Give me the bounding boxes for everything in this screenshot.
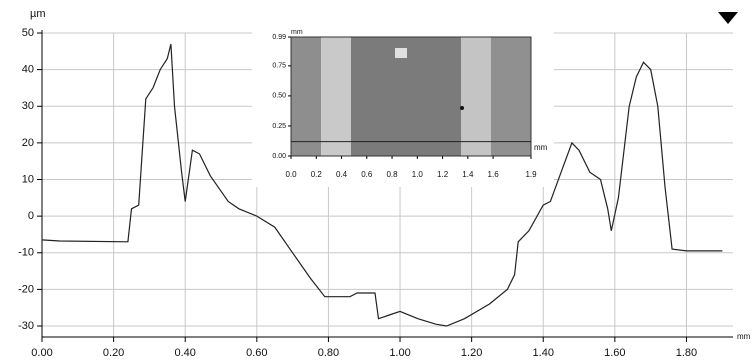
inset-x-tick-label: 0.2: [311, 170, 323, 179]
inset-stripe: [461, 37, 491, 156]
inset-x-tick-label: 1.9: [525, 170, 537, 179]
inset-stripe: [321, 37, 351, 156]
x-tick-label: 0.00: [31, 347, 52, 359]
inset-x-tick-label: 0.8: [386, 170, 398, 179]
inset-y-tick-label: 0.50: [272, 93, 286, 100]
inset-stripe: [291, 37, 321, 156]
inset-y-tick-label: 0.00: [272, 153, 286, 160]
chart: µm mm 50 40 30 20 10 0 -10 -20 -30 0.00 0.20 0.40 0.…: [0, 0, 753, 364]
inset-x-unit: mm: [534, 143, 548, 152]
x-tick-label: 1.40: [533, 347, 554, 359]
inset-x-tick-label: 0.0: [285, 170, 297, 179]
inset-y-tick-label: 0.25: [272, 123, 286, 130]
inset-spot: [395, 48, 407, 58]
y-tick-label: 50: [22, 27, 34, 39]
x-tick-label: 1.20: [461, 347, 482, 359]
y-tick-label: 40: [22, 64, 34, 76]
y-tick-label: 20: [22, 137, 34, 149]
inset-spot: [460, 106, 464, 110]
x-unit: mm: [737, 332, 751, 341]
inset-y-tick-label: 0.75: [272, 63, 286, 70]
x-tick-label: 0.20: [103, 347, 124, 359]
inset-stripe: [491, 37, 531, 156]
y-tick-label: -10: [18, 247, 34, 259]
inset-x-tick-label: 1.6: [488, 170, 500, 179]
inset-y-unit: mm: [291, 29, 303, 36]
x-tick-label: 1.80: [676, 347, 697, 359]
y-tick-label: 0: [28, 210, 34, 222]
y-unit: µm: [30, 8, 46, 20]
inset-y-tick-label: 0.99: [272, 34, 286, 41]
y-tick-label: -20: [18, 283, 34, 295]
x-tick-label: 1.00: [389, 347, 410, 359]
x-tick-label: 1.60: [604, 347, 625, 359]
x-tick-label: 0.40: [175, 347, 196, 359]
inset-x-tick-label: 0.4: [336, 170, 348, 179]
marker-triangle: [718, 12, 738, 24]
inset-x-tick-label: 1.4: [462, 170, 474, 179]
x-tick-label: 0.80: [318, 347, 339, 359]
inset-x-tick-label: 1.0: [412, 170, 424, 179]
inset-x-tick-label: 1.2: [437, 170, 449, 179]
inset: 0.00 0.25 0.50 0.75 0.99 0.0 0.2 0.4 0.6 0.8 1.0 1.…: [252, 27, 554, 187]
y-tick-label: 30: [22, 100, 34, 112]
inset-x-tick-label: 0.6: [361, 170, 373, 179]
y-tick-label: 10: [22, 173, 34, 185]
y-tick-label: -30: [18, 320, 34, 332]
x-tick-label: 0.60: [246, 347, 267, 359]
